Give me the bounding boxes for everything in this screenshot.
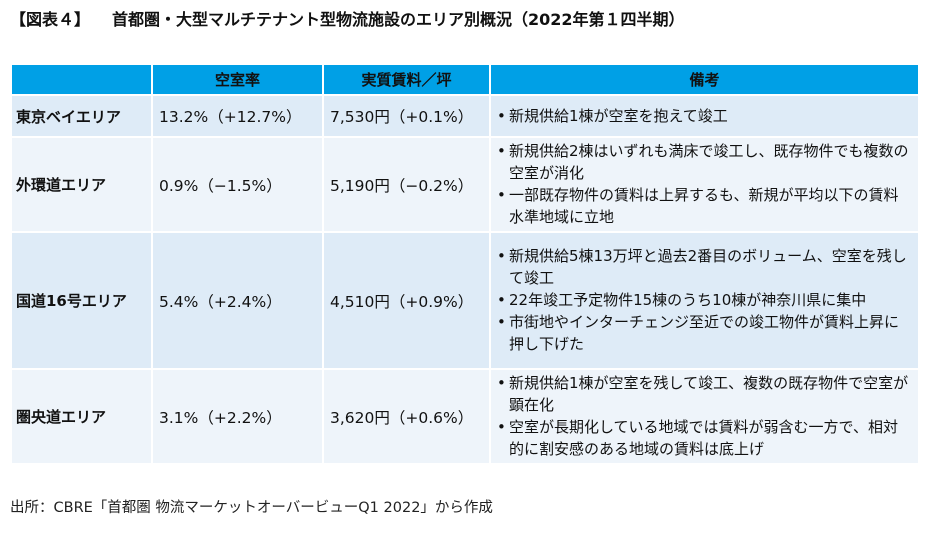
header-vacancy: 空室率 bbox=[152, 65, 324, 96]
table-row: 国道16号エリア 5.4%（+2.4%） 4,510円（+0.9%） • 新規供給… bbox=[12, 232, 920, 370]
note-item: • 市街地やインターチェンジ至近での竣工物件が賃料上昇に押し下げた bbox=[497, 313, 900, 353]
rent-value: 5,190円（−0.2%） bbox=[323, 137, 491, 233]
header-notes: 備考 bbox=[490, 65, 920, 96]
bullet-icon: • bbox=[497, 247, 506, 265]
area-name: 国道16号エリア bbox=[12, 232, 153, 370]
notes-cell: • 新規供給1棟が空室を抱えて竣工 bbox=[490, 95, 920, 138]
area-name: 圏央道エリア bbox=[12, 369, 153, 465]
bullet-icon: • bbox=[497, 106, 506, 125]
vacancy-rate: 5.4%（+2.4%） bbox=[152, 232, 324, 370]
vacancy-rate: 0.9%（−1.5%） bbox=[152, 137, 324, 233]
source-note: 出所：CBRE「首都圏 物流マーケットオーバービューQ1 2022」から作成 bbox=[10, 500, 493, 516]
note-item: • 新規供給2棟はいずれも満床で竣工し、既存物件でも複数の空室が消化 bbox=[497, 142, 909, 182]
table-header-row: 空室率 実質賃料／坪 備考 bbox=[12, 65, 920, 96]
figure-title-text: 首都圏・大型マルチテナント型物流施設のエリア別概況（2022年第１四半期） bbox=[112, 10, 685, 29]
figure-label: 【図表４】 bbox=[10, 10, 91, 29]
vacancy-rate: 3.1%（+2.2%） bbox=[152, 369, 324, 465]
note-item: • 新規供給1棟が空室を抱えて竣工 bbox=[497, 106, 728, 125]
bullet-icon: • bbox=[497, 186, 506, 204]
note-item: • 新規供給1棟が空室を残して竣工、複数の既存物件で空室が顕在化 bbox=[497, 374, 909, 414]
bullet-icon: • bbox=[497, 313, 506, 331]
notes-cell: • 新規供給5棟13万坪と過去2番目のボリューム、空室を残して竣工 • 22年竣工予… bbox=[490, 232, 920, 370]
figure-title: 【図表４】 首都圏・大型マルチテナント型物流施設のエリア別概況（2022年第１四半… bbox=[10, 6, 685, 30]
note-item: • 空室が長期化している地域では賃料が弱含む一方で、相対的に割安感のある地域の賃料… bbox=[497, 418, 898, 458]
header-rent: 実質賃料／坪 bbox=[323, 65, 491, 96]
area-overview-table: 空室率 実質賃料／坪 備考 東京ベイエリア 13.2%（+12.7%） 7,53… bbox=[12, 65, 920, 465]
bullet-icon: • bbox=[497, 142, 506, 160]
table-row: 圏央道エリア 3.1%（+2.2%） 3,620円（+0.6%） • 新規供給1棟… bbox=[12, 369, 920, 465]
bullet-icon: • bbox=[497, 291, 506, 309]
table-row: 東京ベイエリア 13.2%（+12.7%） 7,530円（+0.1%） • 新規供… bbox=[12, 95, 920, 138]
notes-cell: • 新規供給2棟はいずれも満床で竣工し、既存物件でも複数の空室が消化 • 一部既存物… bbox=[490, 137, 920, 233]
note-item: • 新規供給5棟13万坪と過去2番目のボリューム、空室を残して竣工 bbox=[497, 247, 907, 287]
table-row: 外環道エリア 0.9%（−1.5%） 5,190円（−0.2%） • 新規供給2棟… bbox=[12, 137, 920, 233]
notes-cell: • 新規供給1棟が空室を残して竣工、複数の既存物件で空室が顕在化 • 空室が長期化し… bbox=[490, 369, 920, 465]
bullet-icon: • bbox=[497, 374, 506, 392]
vacancy-rate: 13.2%（+12.7%） bbox=[152, 95, 324, 138]
header-area bbox=[12, 65, 153, 96]
rent-value: 4,510円（+0.9%） bbox=[323, 232, 491, 370]
rent-value: 3,620円（+0.6%） bbox=[323, 369, 491, 465]
area-name: 東京ベイエリア bbox=[12, 95, 153, 138]
area-name: 外環道エリア bbox=[12, 137, 153, 233]
note-item: • 22年竣工予定物件15棟のうち10棟が神奈川県に集中 bbox=[497, 291, 867, 309]
note-item: • 一部既存物件の賃料は上昇するも、新規が平均以下の賃料水準地域に立地 bbox=[497, 186, 899, 226]
rent-value: 7,530円（+0.1%） bbox=[323, 95, 491, 138]
bullet-icon: • bbox=[497, 418, 506, 436]
